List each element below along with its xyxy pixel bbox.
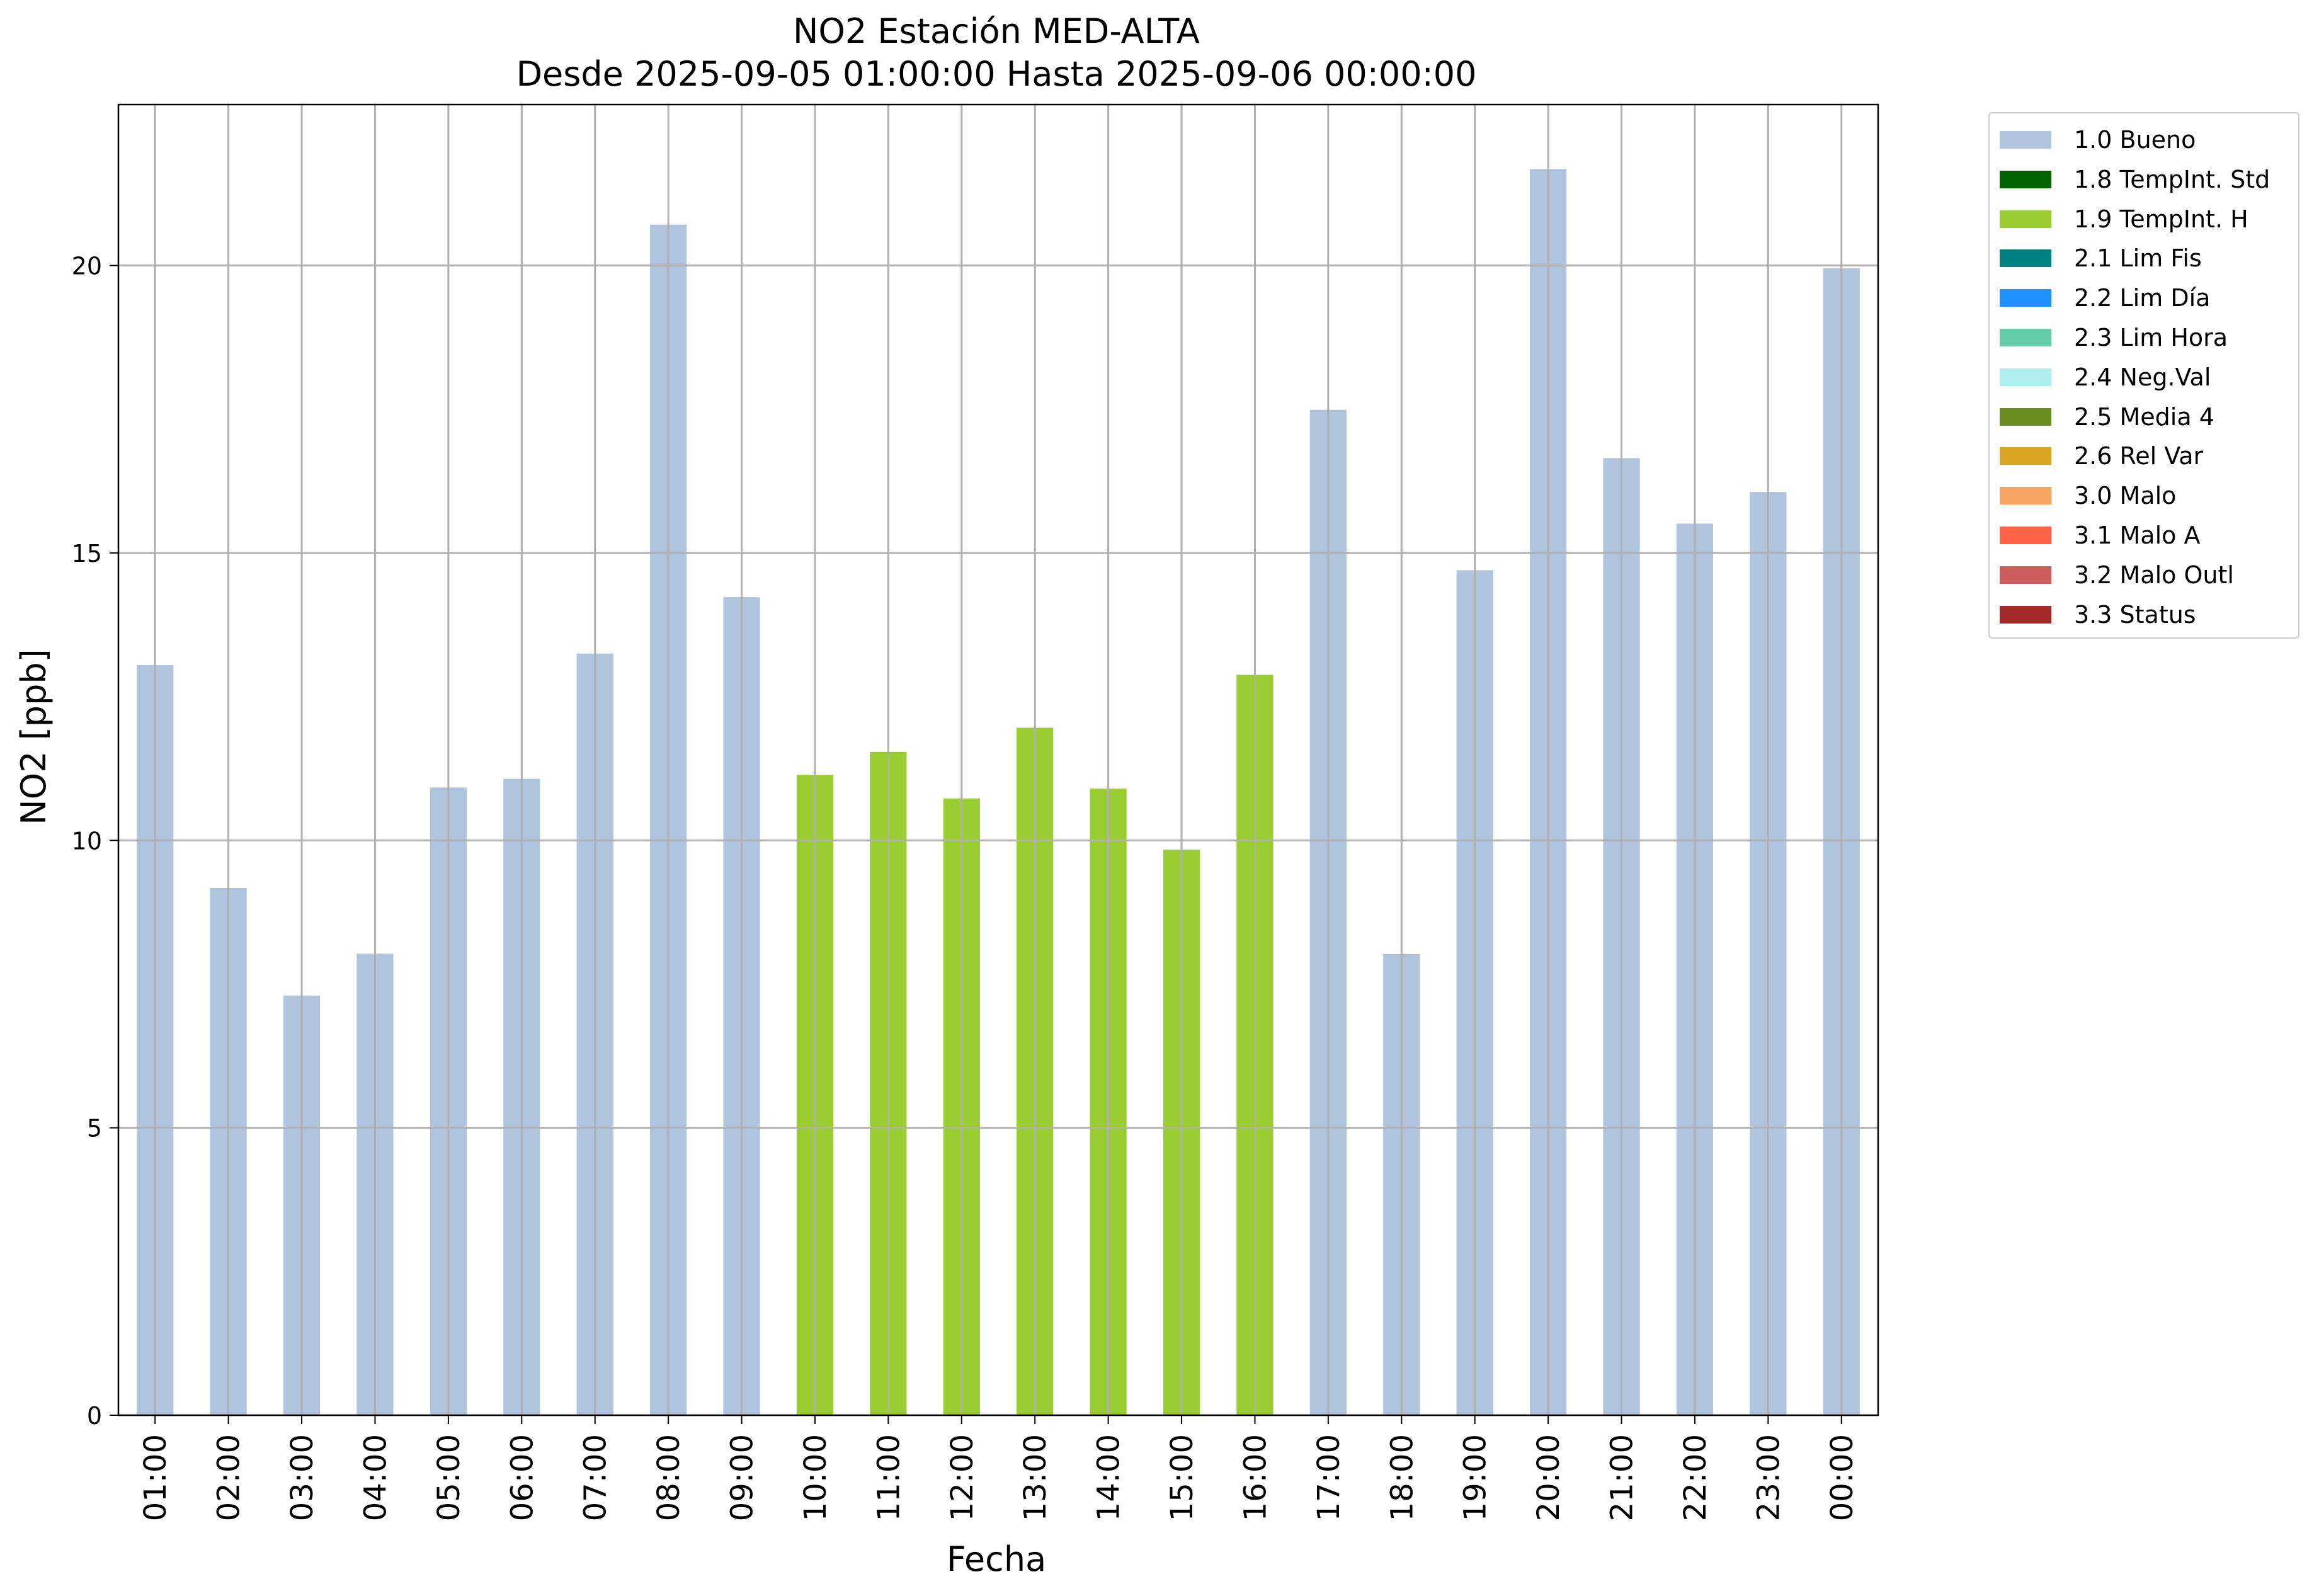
legend: 1.0 Bueno 1.8 TempInt. Std 1.9 TempInt. H 2… [1988, 112, 2299, 639]
legend-item: 3.1 Malo A [1990, 522, 2298, 559]
legend-label: 2.6 Rel Var [2074, 442, 2204, 470]
legend-swatch [2000, 131, 2051, 149]
legend-item: 2.6 Rel Var [1990, 442, 2298, 480]
legend-label: 3.3 Status [2074, 600, 2196, 629]
plot-frame [117, 103, 1879, 1416]
legend-swatch [2000, 408, 2051, 426]
y-tick-label: 15 [72, 540, 102, 567]
legend-item: 1.0 Bueno [1990, 126, 2298, 164]
x-tick-label: 13:00 [1018, 1434, 1053, 1521]
legend-label: 2.3 Lim Hora [2074, 324, 2228, 351]
x-tick-label: 14:00 [1091, 1434, 1127, 1521]
x-tick-label: 07:00 [578, 1434, 613, 1521]
legend-swatch [2000, 329, 2051, 346]
x-tick-label: 00:00 [1825, 1434, 1860, 1521]
legend-item: 2.2 Lim Día [1990, 284, 2298, 322]
x-tick-label: 10:00 [798, 1434, 833, 1521]
legend-label: 1.9 TempInt. H [2074, 205, 2248, 233]
x-tick-label: 06:00 [504, 1434, 540, 1521]
x-tick-label: 04:00 [358, 1434, 393, 1521]
legend-label: 3.0 Malo [2074, 482, 2177, 510]
legend-swatch [2000, 447, 2051, 465]
x-tick-label: 20:00 [1531, 1434, 1566, 1521]
legend-label: 2.2 Lim Día [2074, 284, 2211, 312]
x-tick-label: 08:00 [651, 1434, 687, 1521]
legend-swatch [2000, 527, 2051, 544]
y-tick-label: 10 [72, 827, 102, 855]
legend-item: 3.0 Malo [1990, 482, 2298, 520]
x-tick-label: 05:00 [431, 1434, 467, 1521]
plot-area: 01:00 02:00 03:00 04:00 05:00 06:00 07:00 08:00… [72, 103, 1879, 1521]
y-tick-label: 20 [72, 253, 102, 280]
y-axis-label: NO2 [ppb] [14, 649, 54, 824]
legend-label: 1.0 Bueno [2074, 126, 2196, 154]
legend-swatch [2000, 210, 2051, 228]
legend-swatch [2000, 605, 2051, 624]
x-tick-label: 02:00 [212, 1434, 247, 1521]
x-tick-label: 12:00 [945, 1434, 980, 1521]
x-axis-label: Fecha [947, 1539, 1046, 1579]
legend-swatch [2000, 289, 2051, 307]
x-tick-label: 09:00 [725, 1434, 760, 1521]
legend-label: 1.8 TempInt. Std [2074, 165, 2271, 193]
x-tick-label: 01:00 [138, 1434, 173, 1521]
x-tick-label: 16:00 [1238, 1434, 1273, 1521]
x-tick-label: 21:00 [1605, 1434, 1640, 1521]
x-tick-label: 22:00 [1678, 1434, 1713, 1521]
legend-item: 2.3 Lim Hora [1990, 324, 2298, 362]
legend-label: 2.5 Media 4 [2074, 402, 2214, 431]
chart-title: NO2 Estación MED-ALTA [793, 11, 1200, 51]
legend-label: 2.1 Lim Fis [2074, 244, 2202, 273]
x-tick-label: 19:00 [1458, 1434, 1493, 1521]
legend-label: 2.4 Neg.Val [2074, 363, 2211, 391]
y-tick-label: 0 [87, 1402, 102, 1430]
x-tick-label: 23:00 [1751, 1434, 1786, 1521]
legend-label: 3.2 Malo Outl [2074, 561, 2234, 589]
legend-item: 3.2 Malo Outl [1990, 561, 2298, 599]
legend-swatch [2000, 566, 2051, 584]
y-tick-label: 5 [87, 1115, 102, 1143]
x-tick-label: 03:00 [285, 1434, 320, 1521]
x-tick-label: 11:00 [871, 1434, 906, 1521]
legend-swatch [2000, 170, 2051, 188]
legend-label: 3.1 Malo A [2074, 522, 2201, 549]
legend-swatch [2000, 487, 2051, 505]
x-tick-label: 17:00 [1311, 1434, 1347, 1521]
legend-item: 3.3 Status [1990, 601, 2298, 639]
legend-item: 2.5 Media 4 [1990, 403, 2298, 441]
legend-item: 1.8 TempInt. Std [1990, 166, 2298, 203]
legend-swatch [2000, 249, 2051, 268]
chart-subtitle: Desde 2025-09-05 01:00:00 Hasta 2025-09-… [516, 54, 1476, 94]
legend-item: 2.4 Neg.Val [1990, 363, 2298, 401]
legend-item: 2.1 Lim Fis [1990, 244, 2298, 282]
legend-swatch [2000, 368, 2051, 386]
x-tick-label: 18:00 [1384, 1434, 1420, 1521]
x-tick-label: 15:00 [1165, 1434, 1200, 1521]
legend-item: 1.9 TempInt. H [1990, 205, 2298, 243]
